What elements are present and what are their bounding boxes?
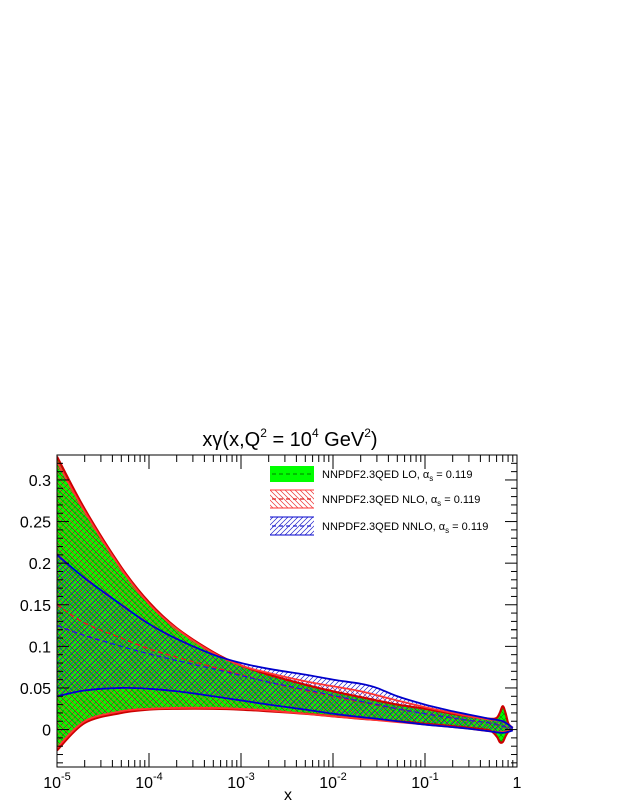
legend-swatch xyxy=(270,466,314,482)
x-tick-label: 10-3 xyxy=(227,771,255,792)
legend-item-nnlo: NNPDF2.3QED NNLO, αs = 0.119 xyxy=(270,516,488,536)
y-tick-label: 0.15 xyxy=(20,598,51,615)
x-tick-label: 10-2 xyxy=(319,771,347,792)
central-line-nnlo xyxy=(57,624,513,730)
legend-label: NNPDF2.3QED NNLO, αs = 0.119 xyxy=(322,521,488,535)
legend-swatch xyxy=(270,490,314,508)
y-tick-label: 0.1 xyxy=(29,639,51,656)
x-tick-label: 10-4 xyxy=(135,771,163,792)
y-tick-label: 0.05 xyxy=(20,681,51,698)
upper-edge-nnlo xyxy=(57,554,514,729)
y-tick-label: 0 xyxy=(42,723,51,740)
lower-edge-nnlo xyxy=(57,686,514,734)
chart-title: xγ(x,Q2 = 104 GeV2) xyxy=(202,426,377,451)
upper-edge-nlo xyxy=(57,461,514,729)
axes-layer: 0 0.05 0.1 0.15 0.2 0.25 0.3 10-5 10-4 10-3 10-2 10… xyxy=(20,454,522,792)
x-tick-label: 1 xyxy=(513,775,522,792)
legend-swatch xyxy=(270,517,314,535)
plot-frame xyxy=(56,454,518,768)
legend-item-lo: NNPDF2.3QED LO, αs = 0.119 xyxy=(270,466,472,483)
x-tick-label: 10-1 xyxy=(411,771,439,792)
bands-layer xyxy=(57,456,514,752)
legend-label: NNPDF2.3QED NLO, αs = 0.119 xyxy=(322,494,480,508)
x-tick-label: 10-5 xyxy=(43,771,71,792)
y-tick-label: 0.25 xyxy=(20,515,51,532)
legend-item-nlo: NNPDF2.3QED NLO, αs = 0.119 xyxy=(270,489,480,509)
x-axis-label: x xyxy=(284,787,292,804)
legend-label: NNPDF2.3QED LO, αs = 0.119 xyxy=(322,469,472,483)
legend: NNPDF2.3QED LO, αs = 0.119 NNPDF2.3QED NL… xyxy=(270,466,488,536)
y-tick-label: 0.3 xyxy=(29,473,51,490)
y-tick-label: 0.2 xyxy=(29,556,51,573)
band-nnlo xyxy=(57,554,513,733)
